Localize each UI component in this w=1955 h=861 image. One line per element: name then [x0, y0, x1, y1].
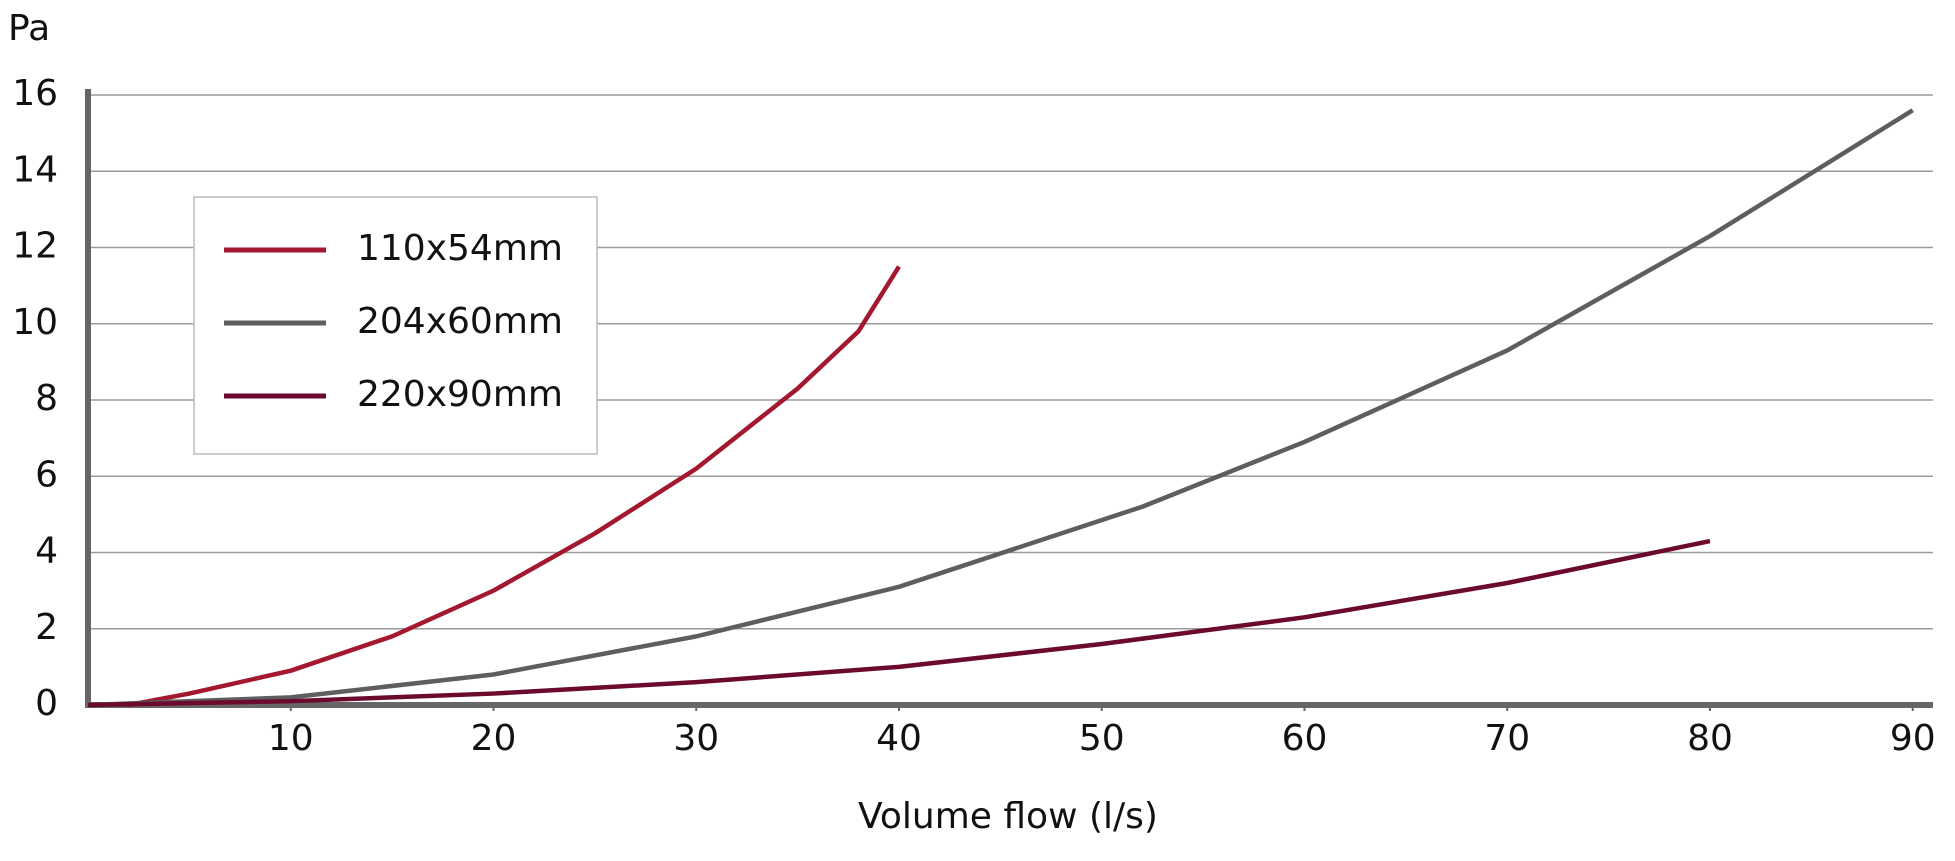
y-tick-label: 8 [35, 378, 58, 419]
x-tick-label: 40 [876, 718, 922, 759]
x-tick-label: 90 [1890, 718, 1936, 759]
series-line [87, 108, 1914, 708]
legend-label: 220x90mm [357, 374, 563, 415]
y-tick-label: 12 [12, 226, 58, 267]
series-line [87, 538, 1711, 708]
y-tick-label: 4 [35, 531, 58, 572]
x-tick-label: 70 [1484, 718, 1530, 759]
y-tick-label: 6 [35, 454, 58, 495]
y-axis-label: Pa [8, 8, 50, 49]
x-tick-label: 60 [1282, 718, 1328, 759]
x-tick-label: 50 [1079, 718, 1125, 759]
y-tick-label: 0 [35, 683, 58, 724]
y-tick-label: 16 [12, 73, 58, 114]
y-tick-label: 10 [12, 302, 58, 343]
legend-label: 204x60mm [357, 301, 563, 342]
x-tick-label: 30 [673, 718, 719, 759]
x-axis-label: Volume flow (l/s) [858, 796, 1158, 837]
y-tick-label: 14 [12, 149, 58, 190]
y-tick-label: 2 [35, 607, 58, 648]
series-line [128, 265, 901, 708]
x-tick-label: 80 [1687, 718, 1733, 759]
legend-label: 110x54mm [357, 228, 563, 269]
x-tick-label: 10 [268, 718, 314, 759]
x-tick-label: 20 [471, 718, 517, 759]
